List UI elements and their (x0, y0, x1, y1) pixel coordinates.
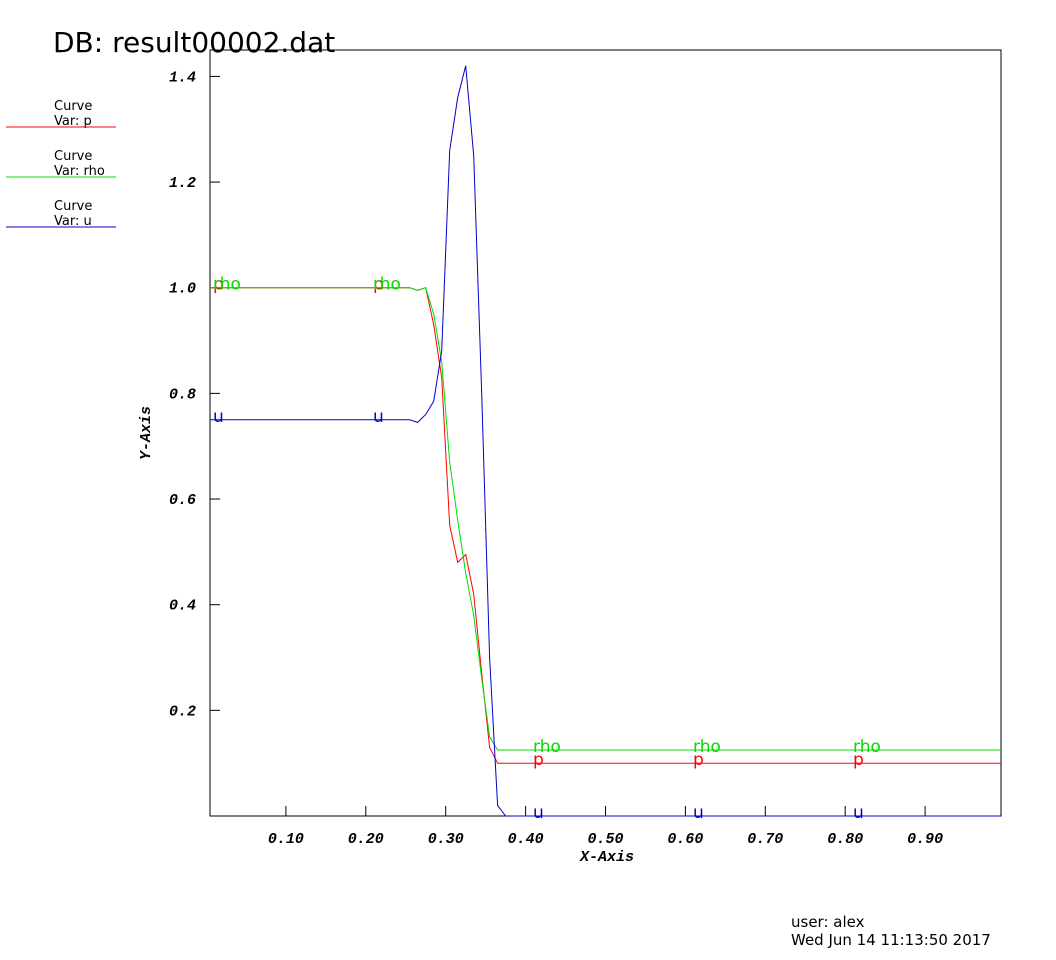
curve-label: u (213, 407, 224, 427)
x-tick-label: 0.20 (348, 831, 384, 848)
curve-label: rho (693, 737, 721, 757)
y-tick-label: 1.2 (169, 175, 196, 192)
x-tick-label: 0.10 (268, 831, 304, 848)
y-tick-label: 1.4 (169, 69, 196, 86)
data-line (210, 65, 1001, 817)
x-tick-label: 0.90 (907, 831, 943, 848)
x-tick-label: 0.60 (667, 831, 703, 848)
curve-label: u (693, 803, 704, 823)
curve-label: p (853, 750, 864, 770)
user-label: user: alex (791, 913, 865, 931)
x-tick-label: 0.40 (508, 831, 544, 848)
x-tick-label: 0.80 (827, 831, 863, 848)
legend-title: Curve (54, 99, 92, 114)
date-label: Wed Jun 14 11:13:50 2017 (791, 931, 991, 949)
curve-label: u (373, 407, 384, 427)
x-tick-label: 0.50 (587, 831, 623, 848)
curve-label: rho (533, 737, 561, 757)
y-axis-label: Y-Axis (138, 406, 155, 460)
curve-label: rho (853, 737, 881, 757)
x-axis-label: X-Axis (579, 849, 634, 866)
y-tick-label: 0.8 (169, 386, 196, 403)
x-tick-label: 0.70 (747, 831, 783, 848)
legend-title: Curve (54, 149, 92, 164)
curve-label: rho (373, 275, 401, 295)
y-tick-label: 0.4 (169, 598, 196, 615)
curve-label: u (533, 803, 544, 823)
legend-title: Curve (54, 199, 92, 214)
curve-label: p (533, 750, 544, 770)
data-line (210, 287, 1001, 751)
y-tick-label: 0.6 (169, 492, 196, 509)
y-tick-label: 1.0 (169, 281, 196, 298)
legend-label: Var: p (54, 114, 92, 129)
y-tick-label: 0.2 (169, 703, 196, 720)
chart-title: DB: result00002.dat (53, 26, 335, 59)
legend-label: Var: u (54, 214, 92, 229)
curve-label: p (693, 750, 704, 770)
curve-label: u (853, 803, 864, 823)
legend-label: Var: rho (54, 164, 105, 179)
curve-label: p (373, 275, 384, 295)
curve-label: rho (213, 275, 241, 295)
x-tick-label: 0.30 (428, 831, 464, 848)
curve-label: p (213, 275, 224, 295)
